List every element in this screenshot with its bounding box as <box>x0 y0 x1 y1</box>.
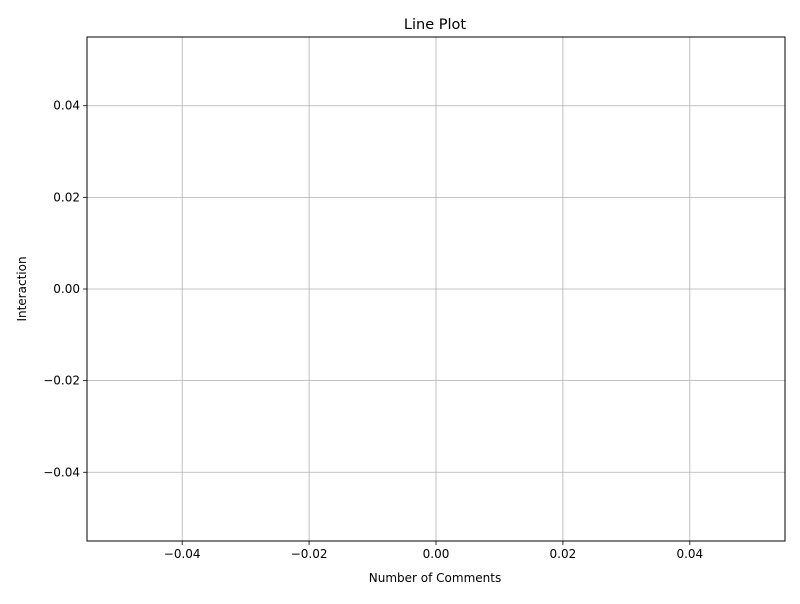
y-tick-label: 0.00 <box>53 282 80 296</box>
x-tick-label: 0.00 <box>423 547 450 561</box>
y-tick-label: −0.04 <box>43 465 80 479</box>
x-tick-label: −0.02 <box>291 547 328 561</box>
y-axis-label: Interaction <box>15 256 29 321</box>
y-tick-label: −0.02 <box>43 374 80 388</box>
y-tick-label: 0.04 <box>53 99 80 113</box>
y-tick-label: 0.02 <box>53 190 80 204</box>
x-axis-label: Number of Comments <box>369 571 501 585</box>
x-tick-label: 0.04 <box>676 547 703 561</box>
x-tick-label: −0.04 <box>164 547 201 561</box>
y-axis-ticks: −0.04 −0.02 0.00 0.02 0.04 <box>43 99 87 479</box>
chart-title: Line Plot <box>404 17 466 33</box>
grid <box>87 37 785 541</box>
x-axis-ticks: −0.04 −0.02 0.00 0.02 0.04 <box>164 541 703 561</box>
x-tick-label: 0.02 <box>550 547 577 561</box>
